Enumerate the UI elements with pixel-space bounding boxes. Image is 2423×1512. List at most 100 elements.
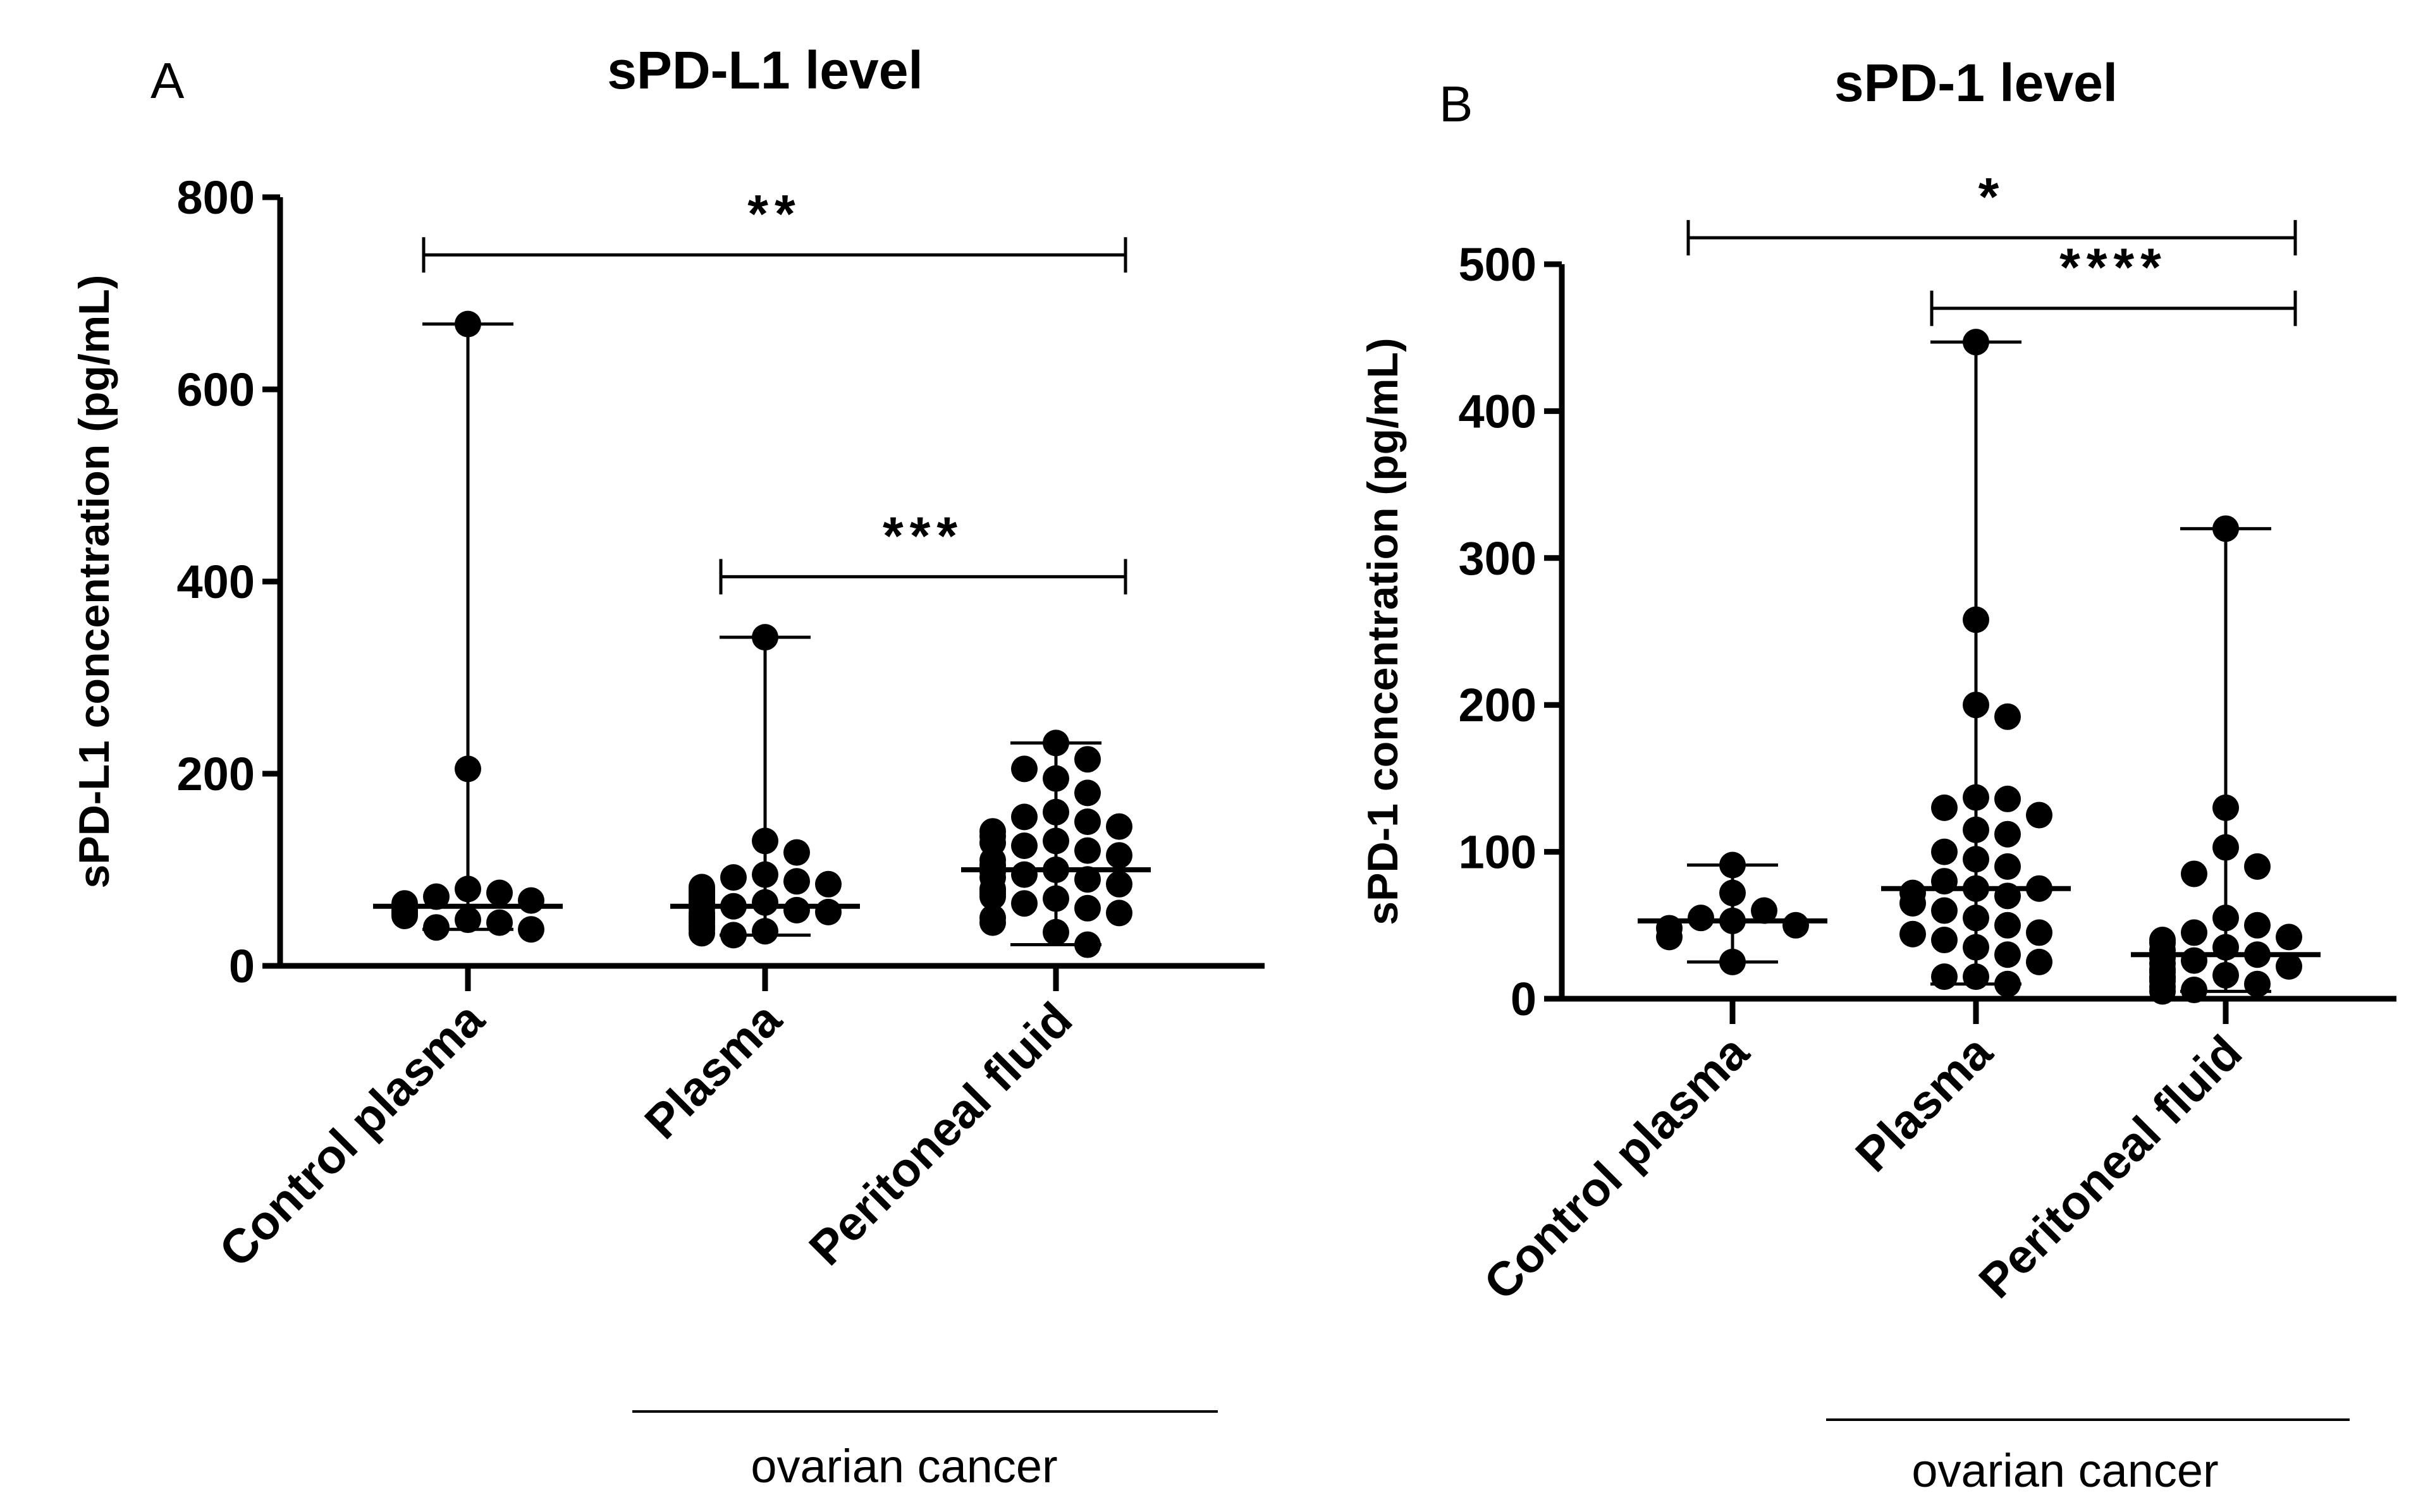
data-point	[2244, 970, 2271, 997]
data-point	[2026, 948, 2052, 975]
x-category-label: Plasma	[1846, 1025, 2003, 1182]
data-point	[1074, 866, 1101, 893]
data-point	[752, 889, 778, 916]
data-point	[518, 887, 544, 914]
data-point	[1994, 703, 2021, 730]
panel-letter: A	[150, 52, 185, 109]
data-point	[1994, 785, 2021, 812]
data-point	[1043, 729, 1069, 757]
y-tick-label: 0	[1511, 973, 1537, 1025]
data-point	[1074, 931, 1101, 958]
data-point	[1994, 820, 2021, 848]
data-point	[2276, 953, 2302, 980]
data-point	[1963, 784, 1989, 811]
significance-label: ***	[883, 506, 964, 565]
data-point	[979, 909, 1006, 936]
data-point	[2276, 924, 2302, 951]
y-tick-label: 0	[229, 940, 255, 992]
data-point	[2244, 911, 2271, 939]
data-point	[720, 864, 747, 891]
significance-label: **	[747, 184, 801, 243]
data-point	[1074, 894, 1101, 922]
y-axis-title: sPD-1 concentration (pg/mL)	[1359, 338, 1407, 925]
data-point	[1688, 905, 1714, 932]
data-point	[1719, 948, 1746, 975]
data-point	[1719, 879, 1746, 906]
data-point	[1074, 837, 1101, 864]
data-point	[1931, 838, 1958, 865]
data-point	[1994, 911, 2021, 939]
data-point	[1963, 816, 1989, 843]
data-point	[1074, 746, 1101, 773]
data-point	[2181, 947, 2207, 974]
data-point	[1994, 970, 2021, 997]
data-point	[1011, 803, 1038, 831]
x-category-label: Peritoneal fluid	[1969, 1025, 2252, 1308]
data-point	[2026, 919, 2052, 946]
data-point	[1043, 827, 1069, 855]
data-point	[2181, 919, 2207, 946]
data-point	[1106, 899, 1132, 927]
data-point	[979, 883, 1006, 910]
data-point	[1043, 885, 1069, 912]
data-point	[455, 906, 481, 934]
data-point	[2244, 853, 2271, 880]
data-point	[1043, 798, 1069, 826]
data-point	[2149, 978, 2176, 1005]
data-point	[423, 914, 450, 941]
data-point	[1043, 918, 1069, 946]
data-point	[1963, 606, 1989, 633]
data-point	[1931, 927, 1958, 954]
data-point	[752, 861, 778, 888]
data-point	[1931, 794, 1958, 821]
data-point	[1931, 963, 1958, 991]
data-point	[2181, 977, 2207, 1004]
data-point	[1106, 842, 1132, 869]
significance-label: ****	[2059, 238, 2168, 297]
data-point	[2212, 794, 2239, 821]
data-point	[2212, 515, 2239, 542]
data-point	[486, 879, 513, 906]
data-point	[1963, 329, 1989, 356]
data-point	[518, 916, 544, 943]
data-point	[2212, 905, 2239, 932]
data-point	[1782, 911, 1809, 939]
data-point	[1043, 765, 1069, 792]
data-point	[1011, 861, 1038, 888]
data-point	[815, 898, 842, 925]
data-point	[1074, 808, 1101, 835]
data-point	[752, 827, 778, 855]
data-point	[455, 875, 481, 903]
data-point	[1931, 897, 1958, 924]
y-tick-label: 300	[1459, 532, 1537, 585]
group-bracket-label: ovarian cancer	[1911, 1444, 2218, 1497]
data-point	[1963, 934, 1989, 961]
data-point	[1011, 755, 1038, 783]
x-category-label: Control plasma	[1474, 1025, 1760, 1310]
x-category-label: Plasma	[635, 992, 792, 1149]
y-tick-label: 400	[1459, 385, 1537, 437]
y-tick-label: 200	[1459, 679, 1537, 731]
data-point	[455, 755, 481, 783]
data-point	[1899, 920, 1926, 948]
data-point	[1106, 813, 1132, 840]
y-tick-label: 600	[177, 363, 255, 416]
data-point	[752, 918, 778, 945]
data-point	[2212, 834, 2239, 861]
data-point	[2181, 860, 2207, 887]
data-point	[1011, 832, 1038, 859]
data-point	[752, 624, 778, 651]
y-tick-label: 800	[177, 171, 255, 224]
group-bracket-label: ovarian cancer	[751, 1440, 1057, 1492]
data-point	[689, 920, 715, 947]
data-point	[1899, 889, 1926, 917]
data-point	[1011, 890, 1038, 917]
data-point	[1751, 897, 1777, 924]
panel-letter: B	[1439, 76, 1473, 132]
chart-title: sPD-L1 level	[607, 40, 923, 100]
data-point	[1994, 853, 2021, 880]
data-point	[1963, 963, 1989, 991]
data-point	[2212, 961, 2239, 989]
